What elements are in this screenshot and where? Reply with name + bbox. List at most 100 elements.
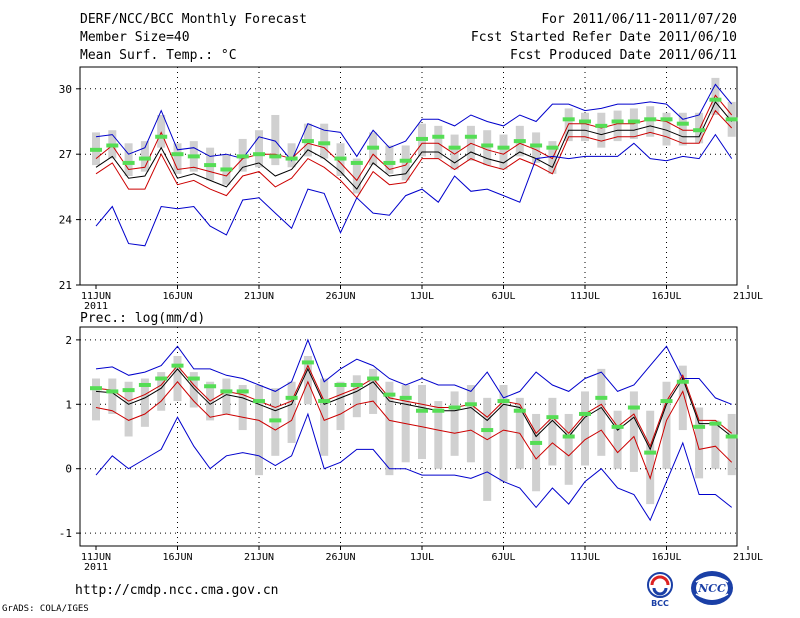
- prec-panel-title: Prec.: log(mm/d): [80, 311, 205, 326]
- bcc-logo-icon: BCC: [647, 572, 673, 608]
- prec-observed-marker: [367, 376, 380, 381]
- prec-observed-marker: [513, 408, 526, 413]
- temp-spread-box: [401, 145, 410, 181]
- prec-x-tick-label: 21JUN: [244, 552, 274, 563]
- prec-series-mean: [95, 367, 733, 451]
- prec-observed-marker: [644, 450, 657, 455]
- prec-observed-marker: [660, 399, 673, 404]
- temp-spread-box: [499, 134, 508, 170]
- grads-credit: GrADS: COLA/IGES: [2, 604, 89, 614]
- temp-observed-marker: [416, 136, 428, 141]
- prec-spread-box: [434, 401, 443, 469]
- prec-observed-marker: [350, 382, 363, 387]
- temp-observed-marker: [171, 152, 184, 157]
- prec-observed-marker: [285, 395, 298, 400]
- temp-spread-box: [434, 125, 443, 159]
- prec-spread-box: [108, 378, 117, 414]
- temp-series-mean: [95, 100, 733, 190]
- prec-series-max: [95, 338, 732, 405]
- prec-observed-marker: [546, 415, 559, 420]
- prec-observed-marker: [595, 395, 608, 400]
- temp-observed-marker: [595, 123, 608, 128]
- prec-observed-marker: [106, 389, 119, 394]
- prec-spread-box: [483, 397, 492, 501]
- prec-spread-box: [189, 372, 198, 408]
- forecast-produced-date: Fcst Produced Date 2011/06/11: [510, 48, 737, 63]
- temp-observed-marker: [432, 134, 445, 139]
- temp-observed-marker: [383, 160, 396, 165]
- prec-observed-marker: [481, 428, 494, 433]
- prec-spread-box: [418, 384, 426, 460]
- prec-x-tick-label: 21JUL: [733, 552, 763, 563]
- prec-observed-marker: [530, 440, 543, 445]
- prec-x-tick-label: 16JUL: [651, 552, 681, 563]
- prec-x-tick-label: 1JUL: [410, 552, 434, 563]
- temp-observed-marker: [155, 134, 168, 139]
- temp-x-tick-label: 21JUL: [733, 291, 763, 302]
- temp-observed-marker: [285, 156, 298, 161]
- prec-series-upper: [95, 364, 733, 448]
- temp-observed-marker: [253, 152, 265, 157]
- temp-observed-marker: [627, 119, 640, 124]
- prec-observed-marker: [236, 389, 249, 394]
- temp-spread-box: [140, 141, 149, 172]
- prec-spread-box: [255, 384, 263, 476]
- prec-spread-box: [140, 378, 149, 427]
- prec-spread-box: [695, 407, 704, 479]
- prec-observed-marker: [122, 388, 135, 393]
- temp-observed-marker: [660, 117, 673, 122]
- temp-observed-marker: [693, 128, 706, 133]
- temp-y-tick-label: 21: [59, 279, 72, 292]
- prec-observed-marker: [220, 389, 233, 394]
- temp-x-tick-label: 16JUL: [651, 291, 681, 302]
- temp-spread-box: [483, 130, 492, 166]
- prec-spread-box: [352, 375, 361, 418]
- prec-observed-marker: [432, 408, 445, 413]
- temp-observed-marker: [709, 97, 722, 102]
- temp-x-tick-label: 21JUN: [244, 291, 274, 302]
- prec-spread-box: [287, 381, 296, 443]
- temp-observed-marker: [399, 158, 412, 163]
- prec-observed-marker: [464, 402, 477, 407]
- temp-spread-box: [613, 110, 622, 142]
- prec-series-min: [95, 412, 733, 522]
- prec-x-tick-label: 11JUL: [570, 552, 600, 563]
- prec-y-tick-label: 0: [65, 463, 72, 476]
- source-url[interactable]: http://cmdp.ncc.cma.gov.cn: [75, 583, 279, 598]
- prec-observed-marker: [253, 399, 265, 404]
- temp-spread-box: [352, 158, 361, 194]
- prec-x-tick-label: 6JUL: [491, 552, 515, 563]
- temp-spread-box: [662, 112, 671, 146]
- prec-observed-marker: [627, 405, 640, 410]
- prec-spread-box: [581, 391, 589, 466]
- prec-spread-box: [92, 378, 100, 421]
- temp-observed-marker: [138, 156, 151, 161]
- temp-y-tick-label: 24: [59, 214, 73, 227]
- prec-observed-marker: [562, 434, 575, 439]
- temp-spread-box: [255, 130, 263, 168]
- prec-x-tick-label: 26JUN: [325, 552, 355, 563]
- temp-observed-marker: [676, 121, 689, 126]
- temp-y-tick-label: 27: [59, 148, 72, 161]
- prec-observed-marker: [676, 379, 689, 384]
- temp-observed-marker: [530, 143, 543, 148]
- prec-spread-box: [336, 381, 345, 431]
- prec-spread-box: [499, 384, 508, 482]
- prec-y-tick-label: 2: [65, 334, 72, 347]
- prec-spread-box: [678, 365, 687, 431]
- temp-x-tick-label: 6JUL: [491, 291, 515, 302]
- temp-observed-marker: [318, 141, 331, 146]
- prec-spread-box: [564, 413, 573, 485]
- temp-x-tick-label: 11JUL: [570, 291, 600, 302]
- temp-series-upper: [95, 94, 733, 182]
- prec-spread-box: [727, 413, 736, 476]
- temp-observed-marker: [236, 154, 249, 159]
- prec-spread-box: [369, 368, 378, 414]
- temp-spread-box: [271, 114, 280, 166]
- temp-y-tick-label: 30: [59, 83, 72, 96]
- prec-observed-marker: [138, 382, 151, 387]
- prec-spread-box: [303, 355, 312, 405]
- ncc-logo-icon: NCC: [691, 571, 733, 605]
- prec-y-tick-label: 1: [65, 398, 72, 411]
- prec-spread-box: [320, 378, 329, 456]
